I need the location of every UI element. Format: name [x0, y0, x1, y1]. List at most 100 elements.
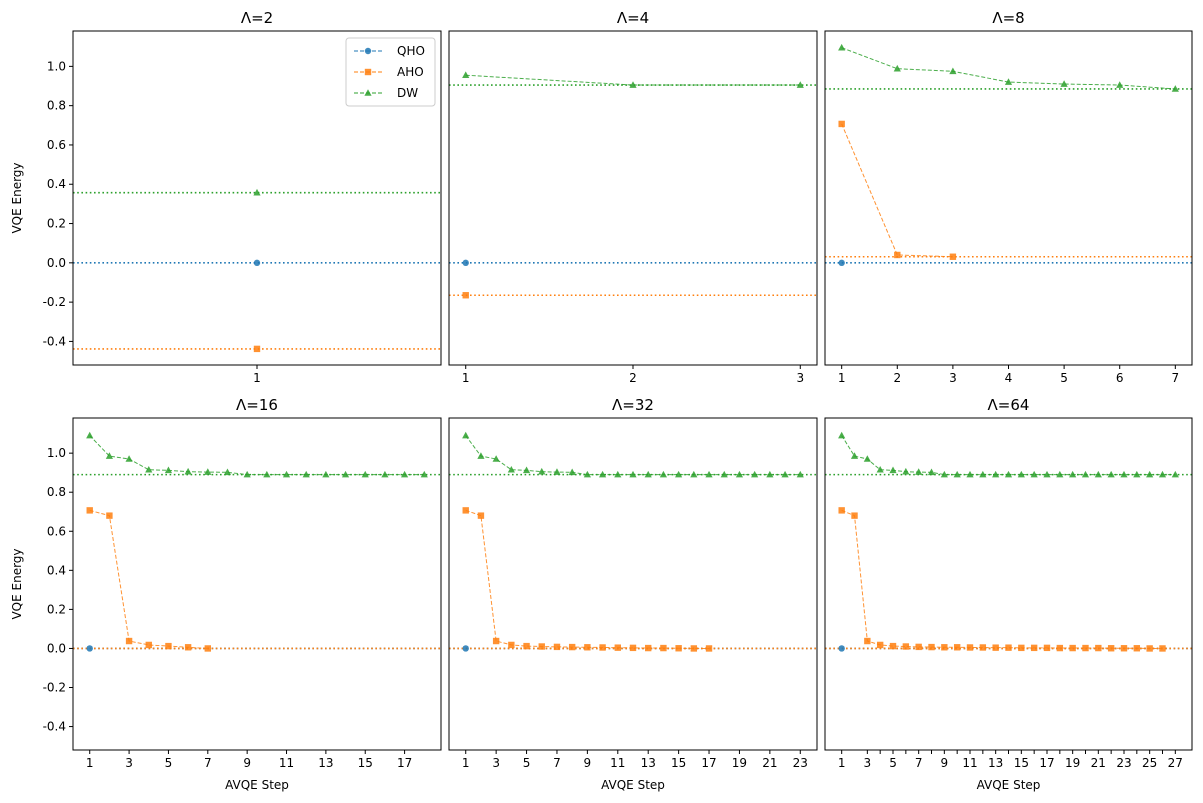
data-point-dw [302, 470, 310, 478]
data-point-dw [105, 452, 114, 459]
x-tick-label: 9 [584, 756, 592, 770]
x-tick-label: 3 [864, 756, 872, 770]
data-point-aho [675, 645, 682, 652]
x-tick-label: 7 [915, 756, 923, 770]
data-point-dw [953, 470, 961, 478]
data-point-aho [660, 644, 667, 652]
data-point-dw [538, 467, 546, 475]
x-tick-label: 13 [641, 756, 656, 770]
x-tick-label: 21 [762, 756, 777, 770]
x-tick-label: 23 [793, 756, 808, 770]
panel-title: Λ=2 [241, 9, 273, 27]
y-tick-label: 0.8 [47, 485, 66, 499]
x-tick-label: 15 [671, 756, 686, 770]
data-point-dw [1017, 470, 1025, 478]
data-point-dw [462, 431, 470, 439]
data-point-dw [863, 455, 871, 462]
data-point-dw [1004, 470, 1013, 478]
subplot-1: Λ=2 1 -0.4 -0.2 0.0 0.2 0.4 0.6 0.8 1.0 VQE Energy… [10, 9, 442, 385]
data-point-qho [838, 645, 845, 652]
data-point-dw [629, 81, 637, 88]
data-point-dw [1056, 470, 1064, 478]
data-point-aho [538, 643, 545, 650]
data-point-dw [86, 431, 94, 439]
data-point-aho [1120, 645, 1128, 652]
data-point-dw [850, 452, 859, 459]
data-point-aho [690, 645, 698, 652]
data-point-aho [477, 512, 485, 519]
data-point-dw [223, 468, 232, 476]
y-tick-label: 1.0 [47, 446, 66, 460]
x-tick-label: 1 [838, 756, 846, 770]
axes-frame [448, 417, 818, 751]
subplot-4: Λ=161 3 5 7 9 11 13 15 17-0.4-0.20.00.20.40.60.8… [10, 396, 442, 792]
data-point-aho [864, 637, 871, 645]
subplot-3: Λ=8 1 2 3 4 5 6 7 [824, 9, 1193, 385]
data-point-dw [675, 470, 683, 478]
data-point-aho [462, 292, 469, 299]
data-point-aho [1082, 644, 1089, 652]
data-point-dw [1060, 80, 1068, 87]
data-point-aho [204, 645, 212, 652]
x-tick-label: 17 [1039, 756, 1054, 770]
x-tick-label: 27 [1168, 756, 1183, 770]
y-tick-label: -0.2 [43, 295, 66, 309]
x-tick-label: 11 [279, 756, 294, 770]
x-tick-label: 13 [988, 756, 1003, 770]
data-point-dw [766, 470, 774, 478]
data-point-dw [1158, 470, 1167, 478]
data-point-aho [253, 345, 261, 353]
legend-marker-aho [364, 68, 372, 76]
data-point-qho [462, 645, 469, 652]
data-point-dw [400, 470, 409, 478]
data-point-qho [462, 259, 469, 267]
data-point-aho [492, 637, 500, 645]
data-point-dw [598, 470, 607, 478]
x-tick-label: 1 [253, 371, 261, 385]
data-point-aho [614, 644, 621, 651]
data-point-dw [1171, 85, 1179, 92]
data-point-aho [106, 512, 113, 519]
data-point-aho [1107, 645, 1115, 652]
data-point-aho [125, 637, 133, 645]
panel-title: Λ=16 [236, 396, 278, 414]
data-point-aho [902, 643, 910, 650]
data-point-dw [751, 470, 759, 478]
x-axis-label: AVQE Step [225, 778, 289, 792]
data-point-dw [949, 67, 957, 75]
data-point-aho [876, 641, 884, 649]
data-point-aho [979, 644, 987, 651]
data-point-aho [953, 644, 961, 651]
data-point-dw [629, 470, 637, 478]
x-tick-label: 25 [1142, 756, 1157, 770]
data-point-aho [1043, 644, 1051, 652]
x-tick-label: 15 [358, 756, 373, 770]
x-tick-label: 17 [397, 756, 412, 770]
x-tick-label: 5 [165, 756, 173, 770]
data-point-dw [145, 465, 153, 473]
data-point-dw [322, 470, 330, 478]
data-point-dw [1120, 470, 1128, 478]
data-point-dw [893, 64, 901, 72]
data-point-dw [164, 466, 173, 474]
data-point-dw [507, 465, 515, 473]
panel-title: Λ=4 [617, 9, 649, 27]
y-axis-label: VQE Energy [10, 162, 24, 233]
data-point-aho [894, 251, 901, 259]
y-tick-label: 0.6 [47, 524, 66, 538]
x-tick-label: 23 [1116, 756, 1131, 770]
data-point-qho [838, 259, 845, 267]
x-tick-label: 3 [949, 371, 957, 385]
legend-marker-dw [364, 89, 372, 96]
data-point-dw [381, 470, 389, 478]
data-point-aho [1030, 644, 1038, 652]
data-point-qho [253, 259, 261, 267]
data-point-dw [1107, 470, 1115, 478]
x-tick-label: 5 [523, 756, 531, 770]
data-point-aho [184, 644, 192, 651]
data-point-aho [851, 512, 858, 519]
x-tick-label: 2 [893, 371, 901, 385]
data-point-dw [184, 467, 192, 475]
x-tick-label: 2 [629, 371, 637, 385]
